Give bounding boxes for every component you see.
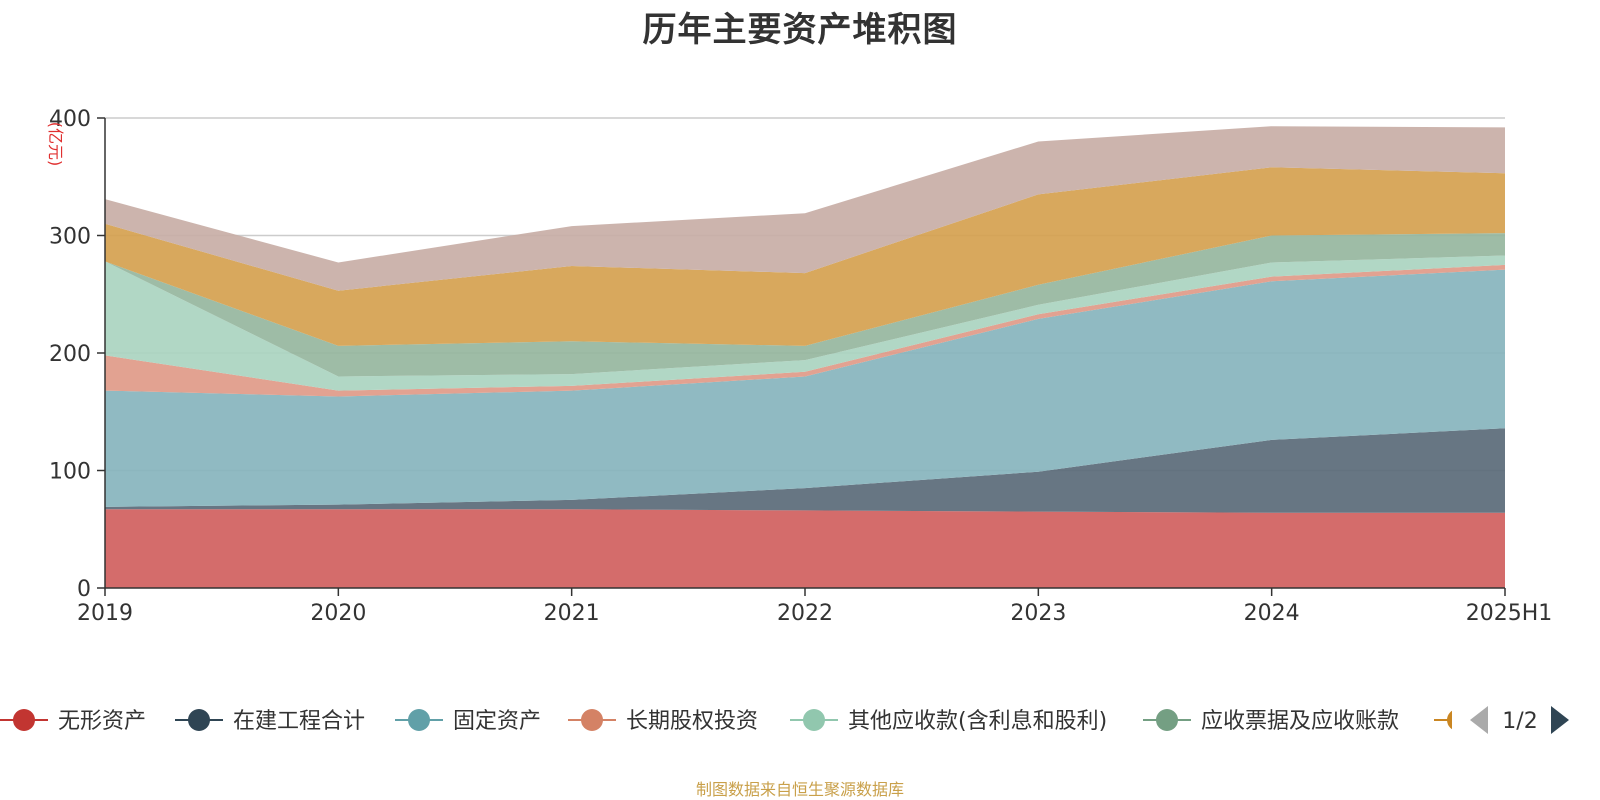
area-series-4 — [105, 264, 1505, 397]
legend-next-page-icon[interactable] — [1551, 706, 1569, 734]
x-tick-label: 2024 — [1244, 601, 1300, 626]
legend-marker — [1447, 710, 1452, 730]
legend-label: 无形资产 — [58, 709, 146, 734]
legend-item-5[interactable]: 其他应收款(含利息和股利) — [790, 709, 1107, 734]
legend-marker — [408, 709, 430, 731]
data-source-note: 制图数据来自恒生聚源数据库 — [695, 780, 904, 799]
axis-layer: 0 100 200 300 400 2019 2020 2021 2022 2023 2024 202… — [49, 107, 1552, 626]
x-tick-label: 2022 — [777, 601, 833, 626]
area-series-5 — [105, 255, 1505, 391]
chart-title: 历年主要资产堆积图 — [642, 10, 958, 50]
legend-prev-page-icon[interactable] — [1470, 706, 1488, 734]
legend: 无形资产 在建工程合计 固定资产 长期股权投资 其他应收款(含利息和股利) 应收票据及应收… — [0, 706, 1569, 734]
x-tick-label: 2025H1 — [1466, 601, 1553, 626]
x-tick-label: 2021 — [544, 601, 600, 626]
legend-item-4[interactable]: 长期股权投资 — [568, 709, 758, 734]
legend-item-2[interactable]: 在建工程合计 — [175, 709, 365, 734]
x-tick-label: 2020 — [310, 601, 366, 626]
legend-label: 其他应收款(含利息和股利) — [848, 709, 1107, 734]
legend-label: 应收票据及应收账款 — [1201, 709, 1399, 734]
y-tick-label: 300 — [49, 225, 91, 250]
legend-label: 固定资产 — [453, 709, 541, 734]
x-tick-label: 2023 — [1010, 601, 1066, 626]
area-series-1 — [105, 509, 1505, 588]
legend-marker — [1156, 709, 1178, 731]
legend-item-7-partial[interactable] — [1434, 709, 1482, 731]
legend-marker — [803, 709, 825, 731]
legend-marker — [581, 709, 603, 731]
y-tick-label: 100 — [49, 460, 91, 485]
legend-item-1[interactable]: 无形资产 — [0, 709, 146, 734]
legend-item-3[interactable]: 固定资产 — [395, 709, 541, 734]
legend-marker — [188, 709, 210, 731]
legend-page-indicator: 1/2 — [1502, 709, 1537, 734]
area-series-7 — [105, 167, 1505, 346]
y-tick-label: 400 — [49, 107, 91, 132]
area-layer — [105, 126, 1505, 588]
area-series-8 — [105, 126, 1505, 291]
legend-item-6[interactable]: 应收票据及应收账款 — [1143, 709, 1399, 734]
y-tick-label: 0 — [77, 577, 91, 602]
x-tick-label: 2019 — [77, 601, 133, 626]
area-series-3 — [105, 269, 1505, 507]
legend-label: 在建工程合计 — [233, 709, 365, 734]
area-series-6 — [105, 233, 1505, 377]
legend-label: 长期股权投资 — [626, 709, 758, 734]
y-tick-label: 200 — [49, 342, 91, 367]
area-series-2 — [105, 428, 1505, 513]
y-axis-unit-label: (亿元) — [46, 122, 65, 167]
legend-marker — [13, 709, 35, 731]
